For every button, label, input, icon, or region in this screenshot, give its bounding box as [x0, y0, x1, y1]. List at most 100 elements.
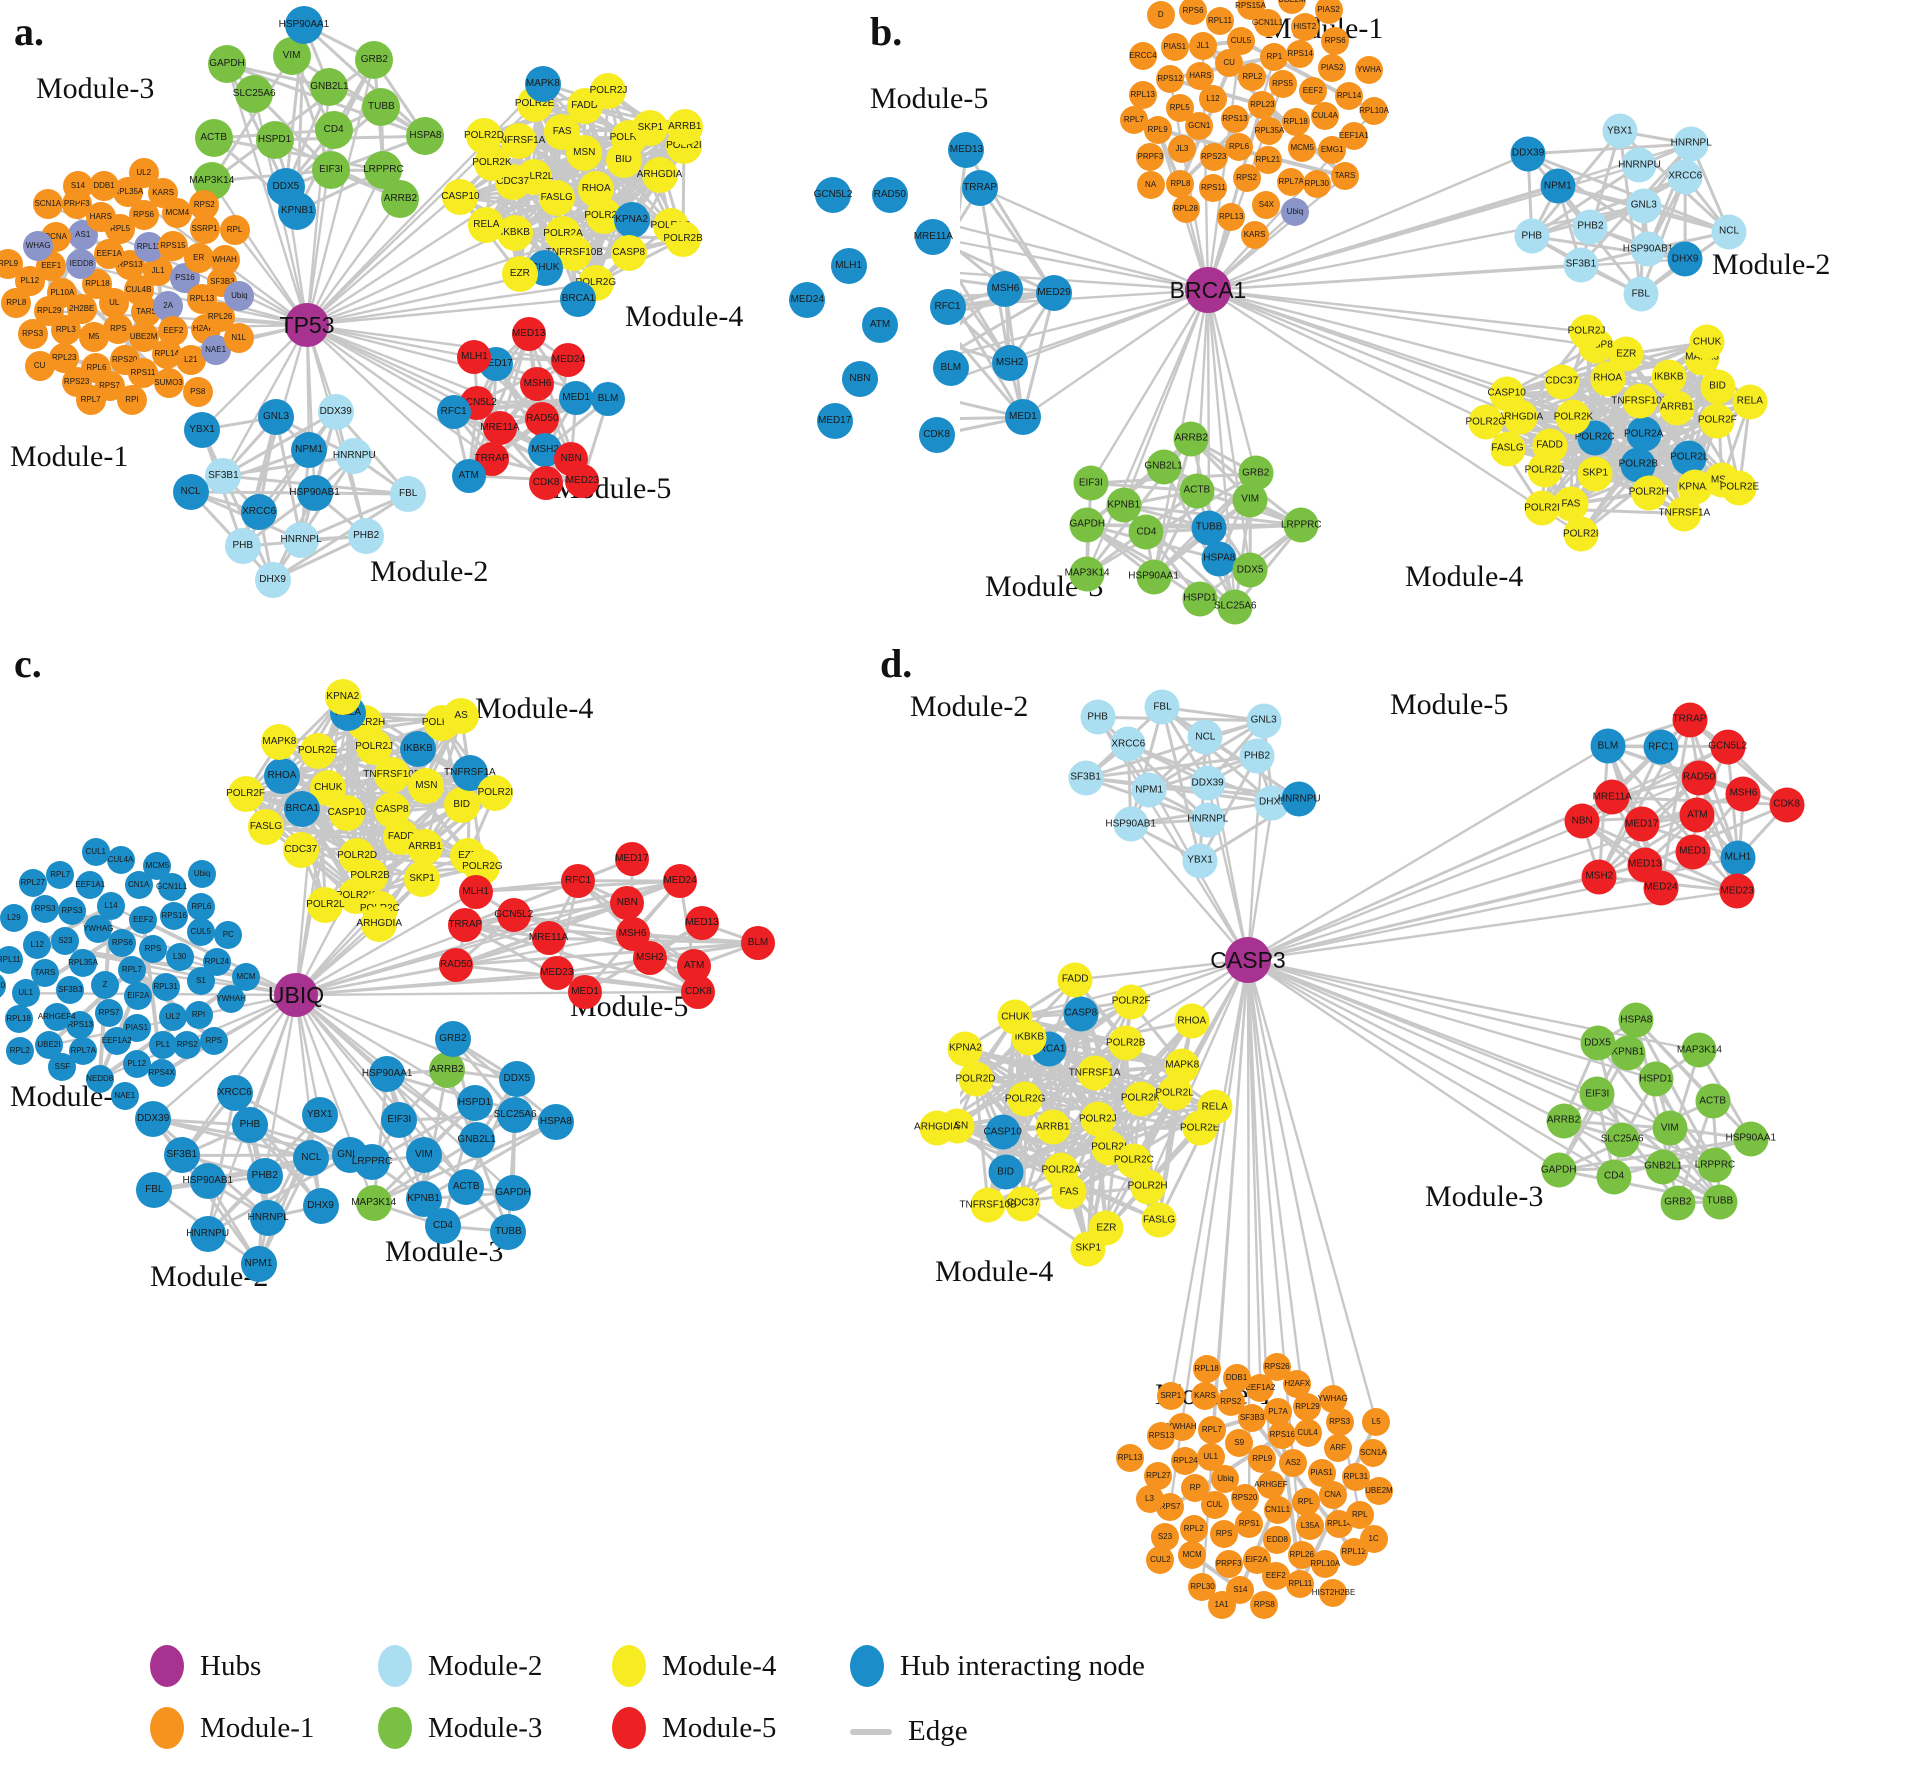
node-mapk8[interactable]: MAPK8	[524, 65, 561, 102]
node-nbn[interactable]: NBN	[610, 885, 645, 920]
node-rps11[interactable]: RPS11	[1199, 173, 1228, 202]
node-rps7[interactable]: RPS7	[95, 999, 124, 1028]
node-polr2k[interactable]: POLR2K	[1121, 1081, 1160, 1117]
node-rhoa[interactable]: RHOA	[264, 757, 300, 794]
node-msh2[interactable]: MSH2	[1581, 859, 1617, 895]
node-grb2[interactable]: GRB2	[1660, 1185, 1696, 1221]
node-tp53[interactable]: TP53	[280, 303, 335, 347]
node-polr2g[interactable]: POLR2G	[1005, 1081, 1045, 1117]
node-hsp90aa1[interactable]: HSP90AA1	[1725, 1121, 1776, 1157]
node-skp1[interactable]: SKP1	[1070, 1231, 1106, 1267]
node-rpl7[interactable]: RPL7	[1197, 1415, 1226, 1444]
node-msh6[interactable]: MSH6	[987, 270, 1024, 307]
node-gnb2l1[interactable]: GNB2L1	[1144, 449, 1183, 485]
node-med1[interactable]: MED1	[1004, 399, 1041, 436]
node-ddx39[interactable]: DDX39	[1190, 765, 1226, 801]
node-ywha[interactable]: YWHA	[1355, 56, 1384, 85]
node-nbn[interactable]: NBN	[841, 360, 878, 397]
node-hspd1[interactable]: HSPD1	[1182, 581, 1218, 617]
node-hspa8[interactable]: HSPA8	[537, 1103, 574, 1140]
node-mcm5[interactable]: MCM5	[1288, 133, 1317, 162]
node-polr2d[interactable]: POLR2D	[1525, 452, 1565, 488]
node-rpl11[interactable]: RPL11	[1286, 1570, 1315, 1599]
node-dhx9[interactable]: DHX9	[1667, 241, 1703, 277]
node-eef2[interactable]: EEF2	[129, 905, 158, 934]
node-rps16[interactable]: RPS16	[160, 902, 189, 931]
node-jl1[interactable]: JL1	[1188, 31, 1217, 60]
node-hist2h2be[interactable]: HIST2H2BE	[1312, 1579, 1355, 1608]
node-cna[interactable]: CNA	[1318, 1481, 1347, 1510]
node-rps[interactable]: RPS	[1210, 1520, 1239, 1549]
node-casp3[interactable]: CASP3	[1210, 937, 1286, 983]
node-hnrnpl[interactable]: HNRNPL	[1187, 802, 1228, 838]
node-arrb1[interactable]: ARRB1	[666, 108, 703, 145]
node-polr2i[interactable]: POLR2I	[477, 774, 514, 811]
node-rps[interactable]: RPS	[199, 1026, 228, 1055]
node-ul1[interactable]: UL1	[1196, 1442, 1225, 1471]
node-casp8[interactable]: CASP8	[610, 235, 647, 272]
node-cdk8[interactable]: CDK8	[1769, 787, 1805, 823]
node-arrb2[interactable]: ARRB2	[1173, 421, 1209, 457]
node-grb2[interactable]: GRB2	[434, 1021, 471, 1058]
node-kpna2[interactable]: KPNA2	[947, 1031, 983, 1067]
node-ddb1[interactable]: DDB1	[1222, 1363, 1251, 1392]
node-casp10[interactable]: CASP10	[441, 179, 480, 216]
node-ncl[interactable]: NCL	[293, 1140, 330, 1176]
node-map3k14[interactable]: MAP3K14	[351, 1184, 396, 1221]
node-brca1[interactable]: BRCA1	[1170, 267, 1246, 313]
node-arhgdia[interactable]: ARHGDIA	[914, 1110, 960, 1146]
node-ubiq[interactable]: Ubiq	[224, 281, 255, 312]
node-nae1[interactable]: NAE1	[110, 1082, 139, 1111]
node-rad50[interactable]: RAD50	[525, 401, 560, 436]
node-hnrnpl[interactable]: HNRNPL	[281, 521, 322, 558]
node-mlh1[interactable]: MLH1	[1720, 840, 1756, 876]
node-ncl[interactable]: NCL	[172, 473, 209, 510]
node-ezr[interactable]: EZR	[501, 256, 538, 293]
node-polr2j[interactable]: POLR2J	[1568, 314, 1605, 350]
node-tnfrsf1a[interactable]: TNFRSF1A	[1069, 1055, 1120, 1091]
node-rfc1[interactable]: RFC1	[929, 288, 966, 325]
node-mre11a[interactable]: MRE11A	[914, 219, 953, 256]
node-med24[interactable]: MED24	[551, 343, 586, 378]
node-ddx39[interactable]: DDX39	[135, 1101, 172, 1138]
node-gapdh[interactable]: GAPDH	[495, 1174, 532, 1211]
node-polr2b[interactable]: POLR2B	[663, 220, 703, 257]
node-arrb1[interactable]: ARRB1	[1035, 1109, 1071, 1145]
node-rhoa[interactable]: RHOA	[1174, 1003, 1210, 1039]
node-rpl8[interactable]: RPL8	[1166, 169, 1195, 198]
node-slc25a6[interactable]: SLC25A6	[1601, 1122, 1644, 1158]
node-eif2a[interactable]: EIF2A	[124, 981, 153, 1010]
node-med1[interactable]: MED1	[568, 974, 603, 1009]
node-rpl7[interactable]: RPL7	[46, 861, 75, 890]
node-kpna2[interactable]: KPNA2	[324, 679, 361, 715]
node-xrcc6[interactable]: XRCC6	[241, 493, 278, 530]
node-actb[interactable]: ACTB	[1179, 473, 1215, 509]
node-msn[interactable]: MSN	[408, 768, 445, 805]
node-cul4a[interactable]: CUL4A	[1311, 102, 1340, 131]
node-gnl3[interactable]: GNL3	[258, 399, 294, 436]
node-polr2i[interactable]: POLR2I	[1524, 490, 1560, 526]
node-ubiq[interactable]: UBIQ	[268, 973, 324, 1017]
node-kpna2[interactable]: KPNA2	[613, 201, 650, 238]
node-atm[interactable]: ATM	[451, 458, 486, 493]
node-rps2[interactable]: RPS2	[173, 1030, 202, 1059]
node-med23[interactable]: MED23	[565, 464, 600, 499]
node-polr2a[interactable]: POLR2A	[1624, 416, 1663, 452]
node-skp1[interactable]: SKP1	[1577, 456, 1613, 492]
node-cdk8[interactable]: CDK8	[681, 974, 716, 1009]
node-polr2e[interactable]: POLR2E	[298, 733, 337, 770]
node-hspd1[interactable]: HSPD1	[1638, 1061, 1674, 1097]
node-casp10[interactable]: CASP10	[983, 1114, 1022, 1150]
node-rps13[interactable]: RPS13	[1220, 104, 1249, 133]
node-rpl13[interactable]: RPL13	[1128, 81, 1157, 110]
node-rpl11[interactable]: RPL11	[0, 946, 23, 975]
node-rpl14[interactable]: RPL14	[1335, 82, 1364, 111]
node-cul5[interactable]: CUL5	[1226, 26, 1255, 55]
node-gapdh[interactable]: GAPDH	[1070, 507, 1105, 543]
node-rps20[interactable]: RPS20	[0, 971, 7, 1000]
node-cdc37[interactable]: CDC37	[282, 831, 319, 868]
node-polr2f[interactable]: POLR2F	[226, 776, 265, 813]
node-map3k14[interactable]: MAP3K14	[1065, 556, 1110, 592]
node-gnb2l1[interactable]: GNB2L1	[457, 1122, 496, 1159]
node-as2[interactable]: AS2	[1279, 1449, 1308, 1478]
